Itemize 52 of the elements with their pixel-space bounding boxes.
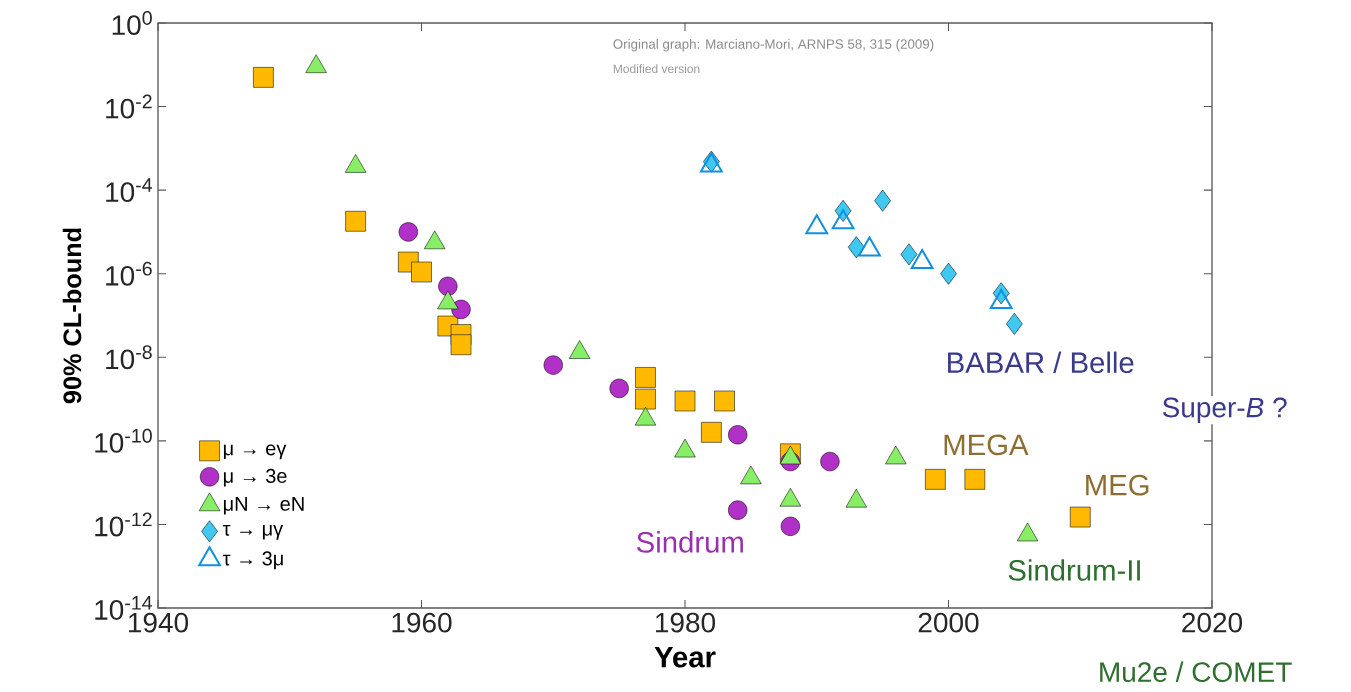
legend-label: μN → eN bbox=[223, 496, 304, 515]
x-tick-label: 1960 bbox=[392, 612, 452, 633]
legend-label: μ → eγ bbox=[223, 444, 287, 460]
point bbox=[609, 378, 629, 399]
annotation: BABAR / Belle bbox=[948, 351, 1134, 374]
y-tick-label: 10$^{-2}$ bbox=[106, 94, 152, 119]
point bbox=[728, 500, 748, 520]
y-tick-label: 10$^{0}$ bbox=[112, 11, 152, 35]
annotation: Sindrum-II bbox=[1008, 559, 1140, 581]
point bbox=[345, 210, 366, 232]
point bbox=[701, 422, 722, 443]
point bbox=[543, 355, 563, 375]
point bbox=[925, 469, 946, 490]
point bbox=[900, 243, 918, 266]
annotation: MEG bbox=[1086, 474, 1149, 496]
point bbox=[714, 390, 735, 412]
point bbox=[438, 276, 458, 296]
point bbox=[780, 516, 801, 536]
point bbox=[940, 262, 957, 285]
annotation: Original graph: Marciano-Mori, ARNPS 58, 315 (2009) bbox=[613, 39, 934, 52]
point bbox=[848, 236, 865, 259]
point bbox=[674, 390, 696, 412]
point bbox=[820, 451, 840, 472]
x-tick-label: 2020 bbox=[1182, 612, 1243, 633]
annotation: Super-B ? bbox=[1162, 397, 1287, 423]
y-axis-title: 90% CL-bound bbox=[62, 228, 82, 404]
annotation: Sindrum bbox=[637, 531, 743, 553]
point bbox=[1006, 312, 1023, 335]
point bbox=[411, 261, 432, 283]
y-tick-label: 10$^{-6}$ bbox=[106, 261, 152, 286]
y-tick-label: 10$^{-4}$ bbox=[106, 178, 153, 203]
point bbox=[253, 67, 274, 88]
annotation: MEGA bbox=[944, 434, 1029, 456]
point bbox=[964, 469, 986, 490]
point bbox=[450, 334, 472, 355]
point bbox=[874, 189, 891, 212]
y-tick-label: 10$^{-8}$ bbox=[106, 345, 152, 370]
x-tick-label: 2000 bbox=[918, 612, 979, 633]
y-tick-label: 10$^{-10}$ bbox=[95, 428, 152, 453]
point bbox=[635, 367, 656, 388]
legend-label: μ → 3e bbox=[223, 468, 287, 487]
y-tick-label: 10$^{-12}$ bbox=[95, 512, 152, 537]
legend-label: τ → μγ bbox=[222, 525, 284, 540]
x-tick-label: 1980 bbox=[655, 612, 716, 633]
text: Mu2e / COMET bbox=[1100, 661, 1292, 683]
legend-label: τ → 3μ bbox=[222, 551, 283, 570]
point bbox=[1069, 506, 1091, 528]
x-axis-title: Year bbox=[654, 647, 716, 668]
point bbox=[635, 388, 656, 410]
annotation: Modified version bbox=[613, 64, 700, 74]
point bbox=[728, 425, 748, 445]
point bbox=[398, 222, 418, 242]
